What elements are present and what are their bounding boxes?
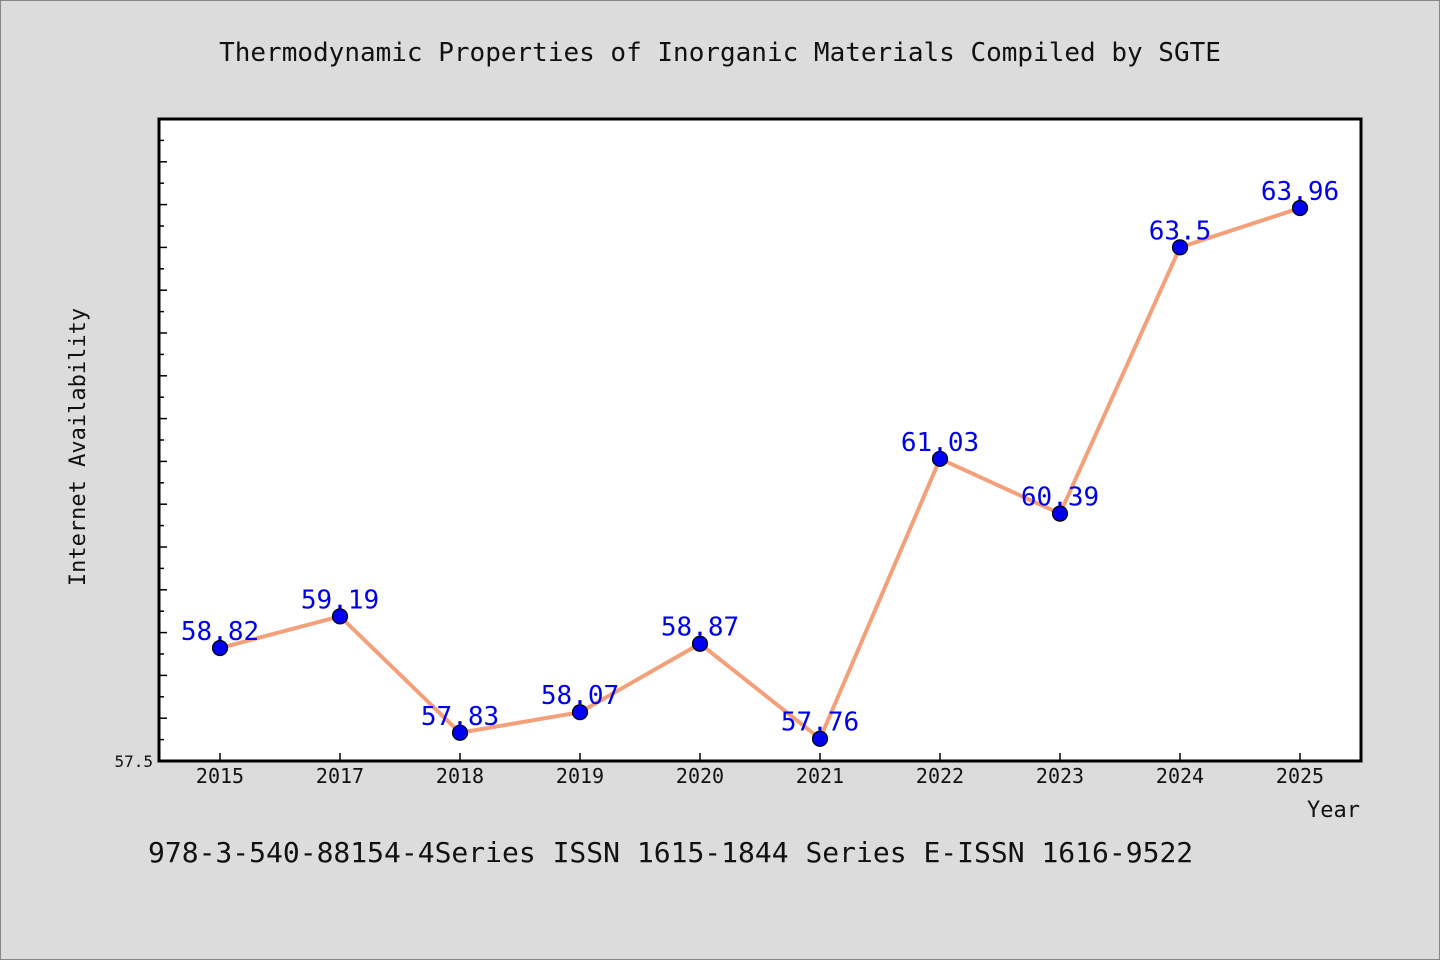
x-tick-label: 2021 bbox=[796, 764, 844, 788]
plot-area bbox=[157, 117, 1363, 763]
data-label: 57.76 bbox=[781, 708, 859, 738]
x-tick-label: 2019 bbox=[556, 764, 604, 788]
data-point bbox=[1171, 239, 1189, 256]
data-label: 61.03 bbox=[901, 428, 979, 458]
data-label: 58.07 bbox=[541, 681, 619, 711]
data-point bbox=[1291, 199, 1309, 217]
y-tick-label: 57.5 bbox=[114, 752, 153, 771]
data-point bbox=[1051, 505, 1069, 522]
x-tick-label: 2020 bbox=[676, 764, 724, 788]
data-label: 63.5 bbox=[1149, 216, 1212, 246]
data-point bbox=[691, 635, 709, 652]
x-tick-label: 2017 bbox=[316, 764, 364, 788]
x-axis-ticks: 2015 2017 2018 2019 2020 2021 2022 2023 2024 2025 bbox=[196, 753, 1324, 788]
data-points bbox=[211, 199, 1309, 747]
data-label: 58.82 bbox=[181, 617, 259, 647]
footer-text: 978-3-540-88154-4Series ISSN 1615-1844 S… bbox=[148, 836, 1193, 869]
data-point bbox=[451, 724, 469, 741]
x-tick-label: 2018 bbox=[436, 764, 484, 788]
x-tick-label: 2025 bbox=[1276, 764, 1324, 788]
chart-title: Thermodynamic Properties of Inorganic Ma… bbox=[219, 38, 1221, 68]
x-tick-label: 2015 bbox=[196, 764, 244, 788]
data-label: 63.96 bbox=[1261, 177, 1339, 207]
data-point bbox=[211, 639, 229, 657]
data-label: 57.83 bbox=[421, 702, 499, 732]
data-point bbox=[571, 704, 589, 721]
y-axis-label: Internet Availability bbox=[66, 308, 91, 586]
data-point bbox=[931, 450, 949, 467]
data-point bbox=[331, 608, 349, 625]
x-tick-label: 2022 bbox=[916, 764, 964, 788]
series-line bbox=[219, 206, 1301, 741]
data-label: 60.39 bbox=[1021, 483, 1099, 513]
data-label: 59.19 bbox=[301, 585, 379, 615]
data-labels: 58.82 59.19 57.83 58.07 58.87 57.76 61.03 60.39… bbox=[181, 177, 1339, 738]
x-tick-label: 2024 bbox=[1156, 764, 1204, 788]
y-axis-ticks: 57.5 bbox=[114, 139, 167, 771]
data-point bbox=[811, 730, 829, 747]
data-label: 58.87 bbox=[661, 613, 739, 643]
x-axis-label: Year bbox=[1307, 798, 1360, 823]
x-tick-label: 2023 bbox=[1036, 764, 1084, 788]
